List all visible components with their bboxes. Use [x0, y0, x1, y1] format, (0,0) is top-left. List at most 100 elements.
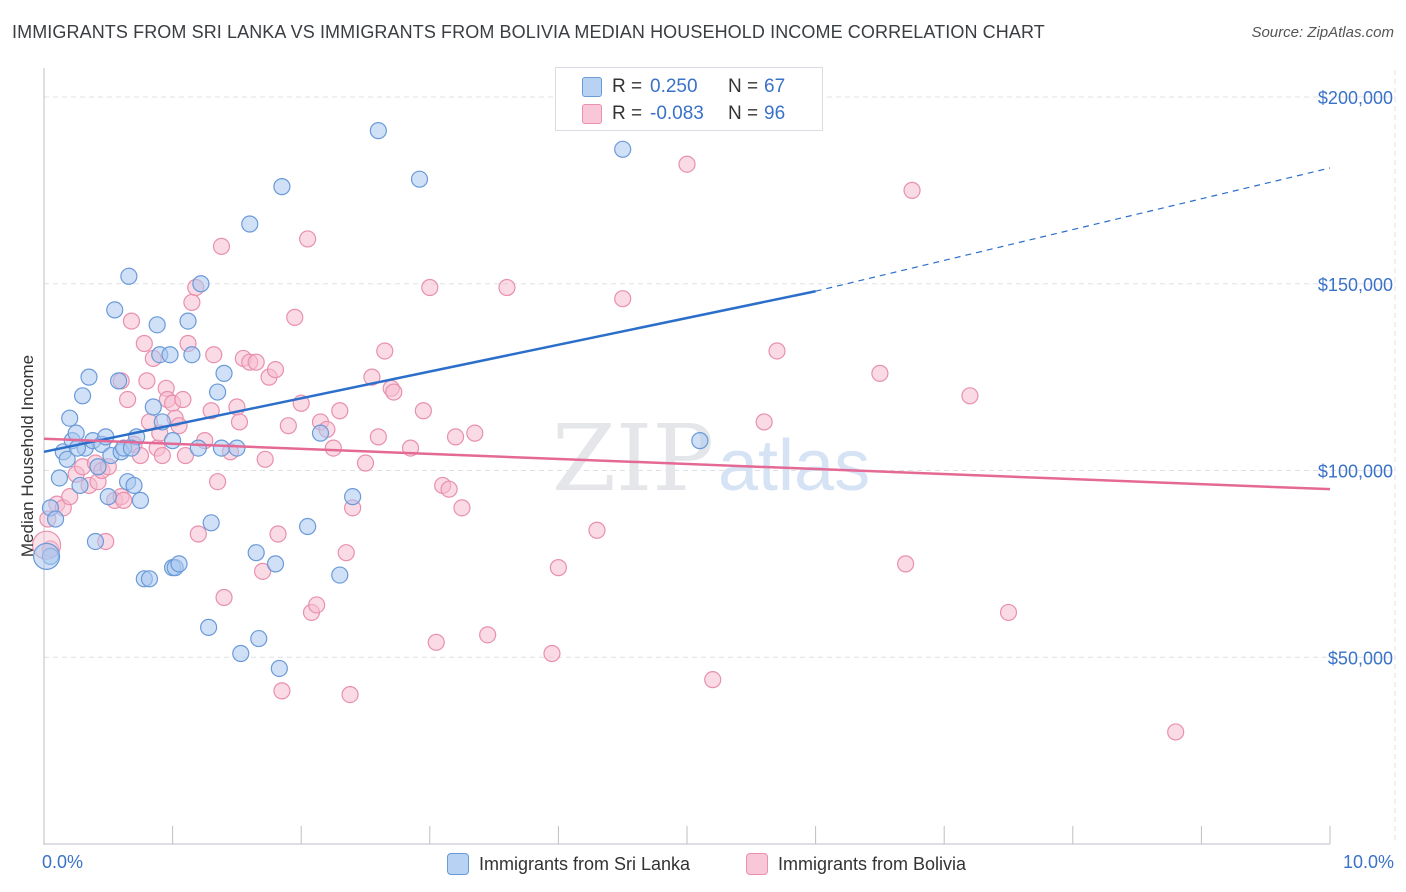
- sri-lanka-point: [202, 514, 220, 532]
- sri-lanka-point: [215, 364, 233, 382]
- r-label: R =: [612, 76, 643, 97]
- bolivia-point: [266, 361, 285, 379]
- bolivia-point: [897, 555, 915, 573]
- sri-lanka-point: [331, 566, 349, 584]
- sri-lanka-point: [99, 488, 117, 506]
- bolivia-point: [453, 499, 471, 517]
- sri-lanka-point: [61, 409, 79, 427]
- bolivia-point: [871, 364, 889, 382]
- bolivia-point: [678, 155, 696, 173]
- sri-lanka-point: [131, 491, 150, 509]
- bolivia-point: [961, 387, 979, 405]
- sri-lanka-trend-line: [43, 289, 816, 454]
- correlation-legend: R = 0.250 N = 67 R = -0.083 N = 96: [555, 67, 823, 131]
- bottom-legend-swatch-blue: [447, 853, 469, 875]
- bolivia-point: [115, 491, 133, 509]
- sri-lanka-point: [189, 439, 207, 457]
- bolivia-point: [308, 596, 326, 614]
- trend-lines: [43, 167, 1331, 491]
- sri-lanka-point: [183, 346, 201, 364]
- r-label: R =: [612, 103, 643, 124]
- bolivia-point: [337, 544, 355, 562]
- bolivia-point: [341, 685, 359, 704]
- n-label: N =: [728, 76, 759, 97]
- bolivia-point: [414, 402, 432, 420]
- r-value: -0.083: [650, 103, 704, 124]
- source-label: Source: ZipAtlas.com: [1251, 24, 1394, 41]
- y-tick-label: $200,000: [1318, 88, 1393, 108]
- bottom-legend-label: Immigrants from Sri Lanka: [479, 853, 691, 874]
- bolivia-point: [183, 293, 201, 312]
- bolivia-point: [269, 525, 287, 543]
- bolivia-point: [466, 424, 484, 442]
- bolivia-point: [256, 450, 274, 468]
- bolivia-point: [176, 446, 195, 465]
- bolivia-point: [446, 428, 465, 446]
- legend-swatch-pink: [582, 104, 602, 124]
- bolivia-point: [421, 278, 439, 297]
- sri-lanka-point: [209, 383, 227, 401]
- bolivia-point: [363, 368, 381, 386]
- axes: [43, 68, 1331, 845]
- sri-lanka-point: [46, 510, 65, 528]
- sri-lanka-point: [614, 140, 632, 158]
- bolivia-point: [768, 342, 786, 360]
- sri-lanka-point: [58, 450, 76, 468]
- sri-lanka-point: [170, 555, 188, 573]
- legend-row-bolivia: R = -0.083 N = 96: [582, 102, 785, 126]
- sri-lanka-point: [148, 316, 166, 334]
- bolivia-point: [440, 480, 458, 498]
- bolivia-point: [247, 353, 265, 371]
- bolivia-point: [212, 237, 231, 255]
- sri-lanka-point: [369, 122, 387, 140]
- bolivia-point: [205, 346, 223, 364]
- watermark: ZIP atlas: [552, 405, 870, 512]
- sri-lanka-point: [247, 544, 265, 562]
- sri-lanka-point: [164, 432, 182, 450]
- bolivia-point: [903, 181, 921, 199]
- bolivia-point: [588, 521, 606, 539]
- bolivia-point: [543, 644, 561, 663]
- sri-lanka-point: [80, 368, 98, 386]
- bolivia-point: [209, 473, 227, 491]
- n-value: 96: [764, 103, 786, 124]
- bolivia-point: [427, 633, 445, 651]
- bottom-legend-label: Immigrants from Bolivia: [778, 853, 967, 874]
- sri-lanka-point: [192, 275, 210, 293]
- bolivia-point: [299, 230, 317, 248]
- sri-lanka-point: [200, 618, 218, 636]
- sri-lanka-point: [179, 312, 197, 330]
- sri-lanka-point: [144, 398, 162, 416]
- bolivia-point: [215, 588, 233, 607]
- sri-lanka-point: [691, 432, 709, 450]
- bolivia-point: [324, 439, 342, 457]
- y-tick-label: $100,000: [1318, 462, 1393, 482]
- y-tick-labels: $50,000 $100,000 $150,000 $200,000: [1318, 88, 1393, 668]
- sri-lanka-point: [344, 488, 362, 506]
- bolivia-point: [174, 390, 192, 409]
- sri-lanka-trend-extension: [815, 167, 1331, 292]
- bolivia-point: [356, 454, 375, 472]
- sri-lanka-point: [266, 555, 285, 573]
- bolivia-point: [286, 308, 304, 326]
- bolivia-point: [279, 417, 297, 435]
- bolivia-point: [122, 312, 141, 330]
- sri-lanka-point: [106, 301, 124, 319]
- sri-lanka-points: [32, 122, 709, 678]
- x-max-label: 10.0%: [1342, 852, 1394, 872]
- sri-lanka-point: [212, 439, 231, 457]
- sri-lanka-point: [125, 476, 143, 495]
- bolivia-point: [369, 428, 387, 446]
- n-value: 67: [764, 76, 786, 97]
- sri-lanka-point: [232, 644, 250, 663]
- bolivia-point: [376, 342, 394, 360]
- sri-lanka-point: [311, 424, 330, 442]
- bolivia-point: [61, 488, 79, 506]
- sri-lanka-point: [89, 458, 107, 476]
- bolivia-point: [230, 413, 249, 431]
- bolivia-point: [189, 525, 207, 543]
- legend-row-sri-lanka: R = 0.250 N = 67: [582, 75, 785, 99]
- sri-lanka-point: [71, 476, 89, 495]
- sri-lanka-point: [241, 215, 259, 233]
